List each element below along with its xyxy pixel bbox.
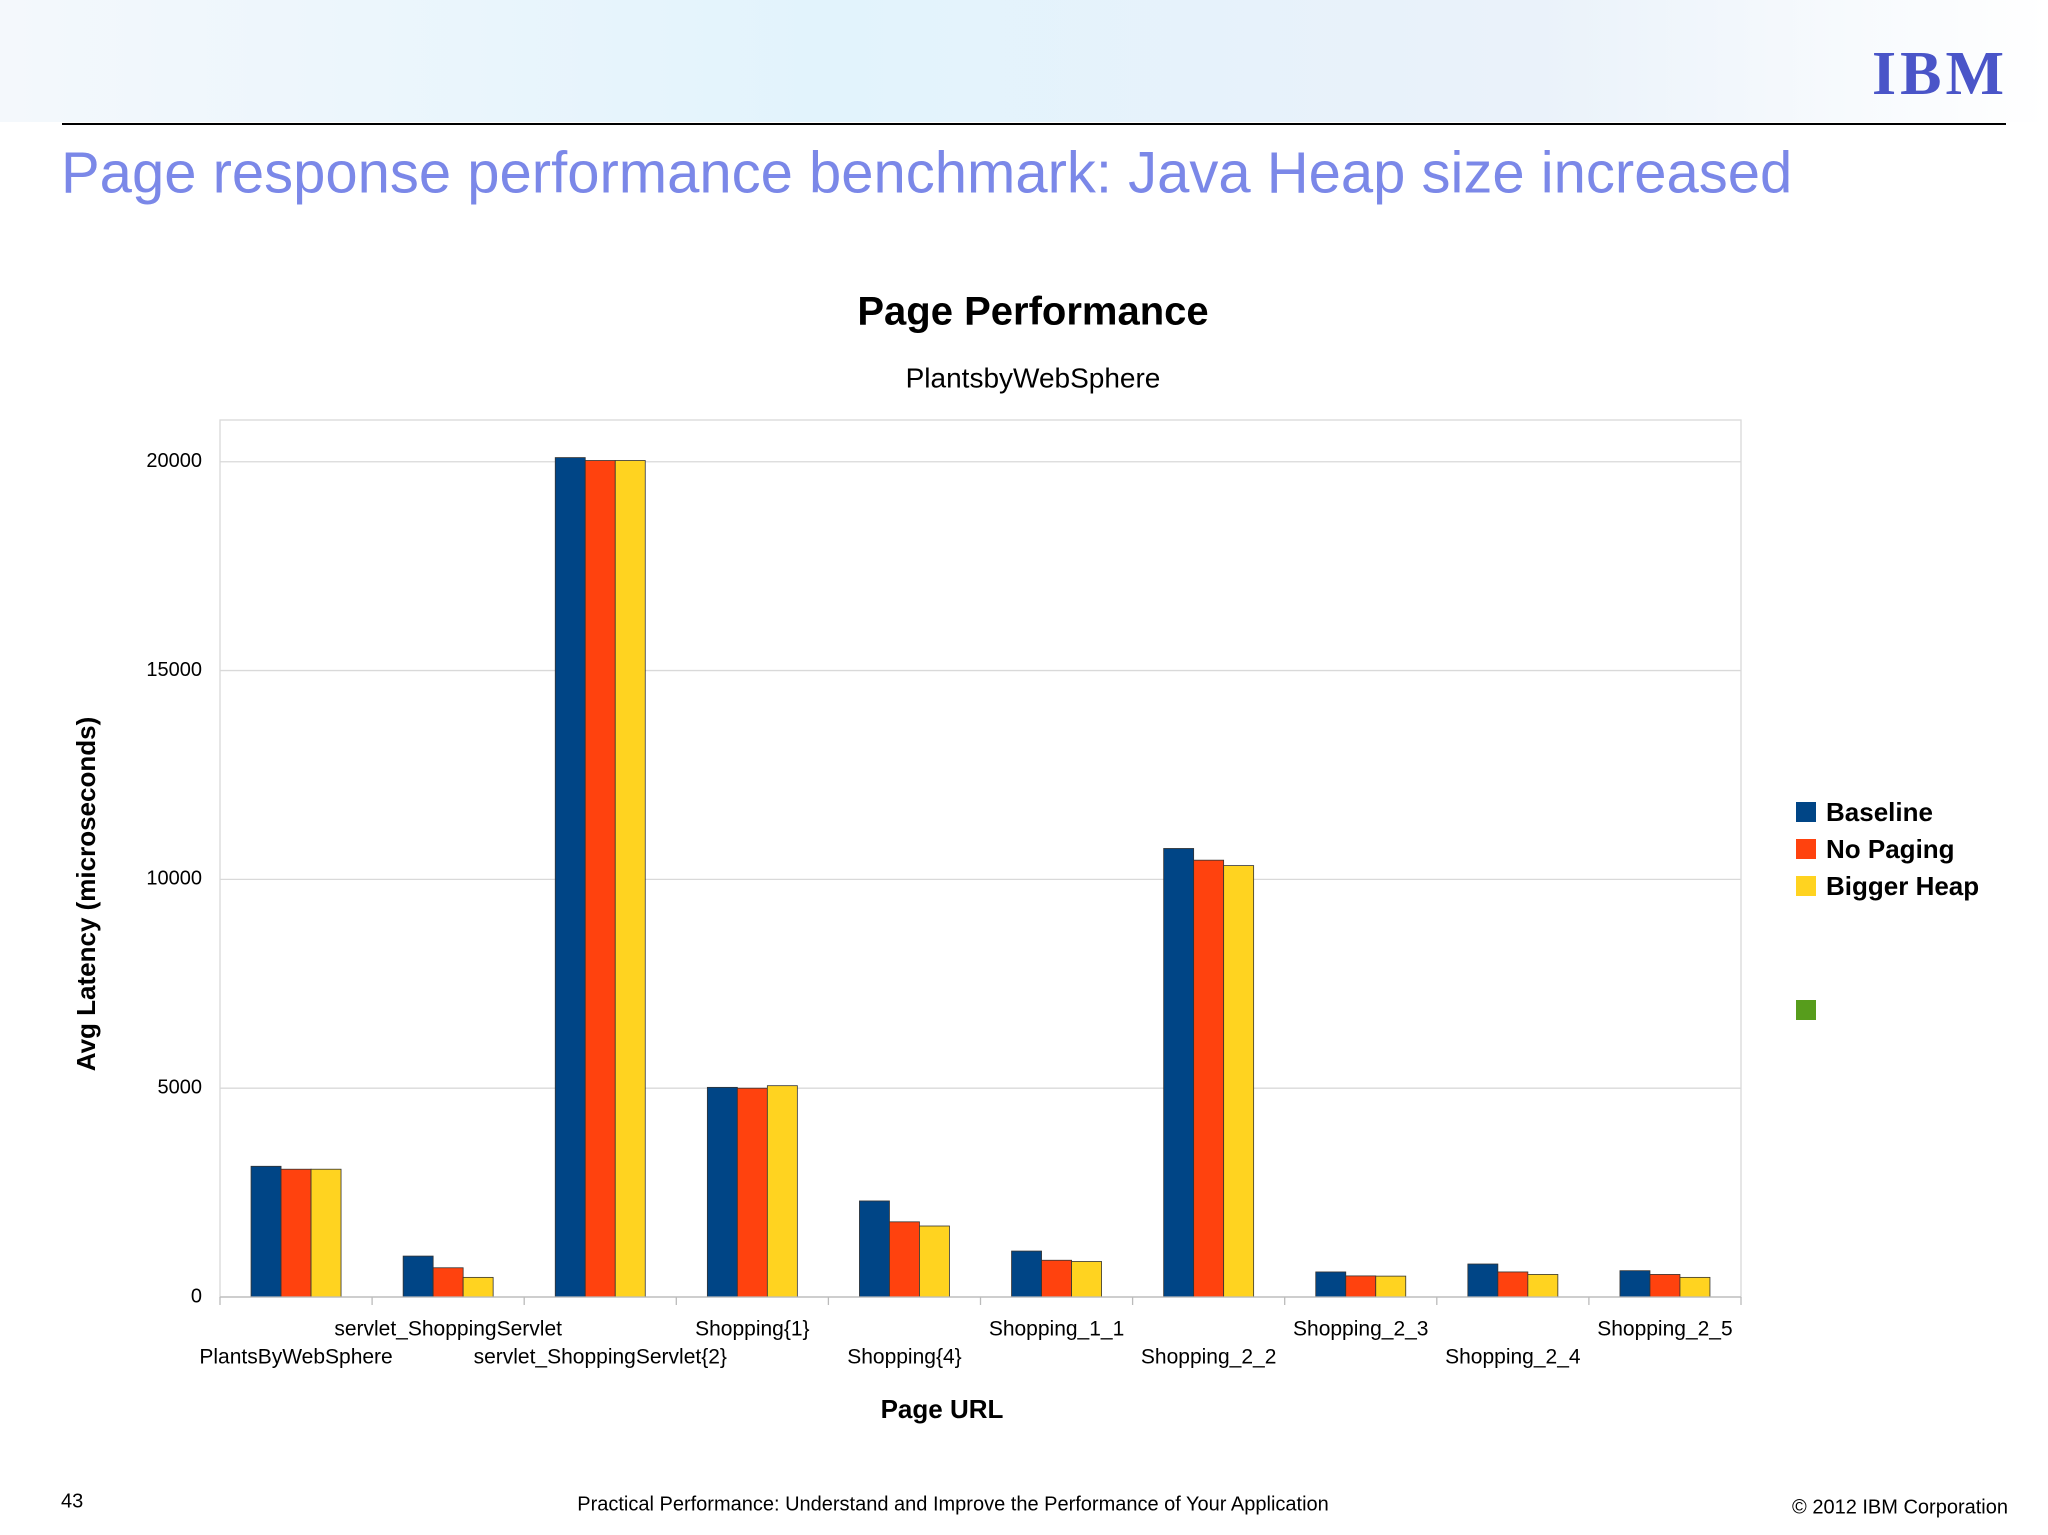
bar (1223, 865, 1255, 1298)
bar (614, 460, 646, 1298)
bar (1527, 1274, 1559, 1298)
bar (554, 457, 586, 1298)
bar (1071, 1261, 1102, 1298)
bar (1011, 1250, 1042, 1298)
bar (1345, 1275, 1377, 1298)
bar (584, 460, 616, 1298)
legend-label: Bigger Heap (1826, 871, 1979, 901)
legend-swatch (1796, 1000, 1816, 1020)
bar (1619, 1270, 1651, 1298)
chart-title: Page Performance (857, 290, 1208, 334)
x-tick-label: Shopping_1_1 (989, 1318, 1124, 1341)
bar (736, 1087, 768, 1298)
bar (1193, 859, 1225, 1298)
bar (1649, 1274, 1681, 1298)
y-tick-label: 5000 (158, 1076, 203, 1098)
x-tick-label: servlet_ShoppingServlet{2} (474, 1346, 727, 1369)
bar (706, 1086, 738, 1298)
x-axis-label: Page URL (881, 1394, 1004, 1424)
chart-subtitle: PlantsbyWebSphere (906, 362, 1161, 393)
y-axis-label: Avg Latency (microseconds) (71, 717, 101, 1071)
bar (1679, 1276, 1711, 1298)
bar (889, 1221, 920, 1298)
header-band (0, 0, 2048, 122)
bar (1375, 1275, 1407, 1298)
bar (462, 1276, 494, 1298)
bar (919, 1225, 950, 1298)
slide-title: Page response performance benchmark: Jav… (61, 140, 1792, 205)
bar (859, 1200, 890, 1298)
legend-swatch (1796, 802, 1816, 822)
x-tick-label: Shopping_2_2 (1141, 1346, 1276, 1369)
legend-label: Baseline (1826, 797, 1933, 827)
legend-swatch (1796, 876, 1816, 896)
legend-swatch (1796, 839, 1816, 859)
copyright: © 2012 IBM Corporation (1792, 1496, 2008, 1518)
bar (1315, 1271, 1347, 1298)
bar (432, 1267, 464, 1298)
y-tick-label: 10000 (146, 868, 202, 890)
legend-label: No Paging (1826, 834, 1955, 864)
bar (310, 1168, 342, 1298)
x-tick-label: Shopping_2_3 (1293, 1318, 1428, 1341)
y-tick-label: 0 (191, 1285, 202, 1307)
x-tick-label: Shopping_2_4 (1445, 1346, 1581, 1369)
x-tick-label: servlet_ShoppingServlet (334, 1318, 562, 1341)
bar (1163, 848, 1195, 1298)
bar (1497, 1271, 1529, 1298)
page-number: 43 (61, 1490, 83, 1512)
footer-text: Practical Performance: Understand and Im… (577, 1493, 1329, 1515)
x-tick-label: Shopping_2_5 (1597, 1318, 1732, 1341)
x-tick-label: Shopping{1} (695, 1318, 809, 1341)
bar (280, 1168, 312, 1298)
x-tick-label: PlantsByWebSphere (199, 1346, 392, 1369)
y-tick-label: 15000 (146, 659, 202, 681)
plot-area (219, 419, 1742, 1298)
logo: IBM (1872, 40, 2008, 108)
bar (1467, 1263, 1499, 1298)
bar (1041, 1259, 1072, 1298)
bar (402, 1255, 434, 1298)
y-tick-label: 20000 (146, 450, 202, 472)
bar (766, 1085, 798, 1298)
x-tick-label: Shopping{4} (847, 1346, 961, 1369)
bar (250, 1165, 282, 1298)
